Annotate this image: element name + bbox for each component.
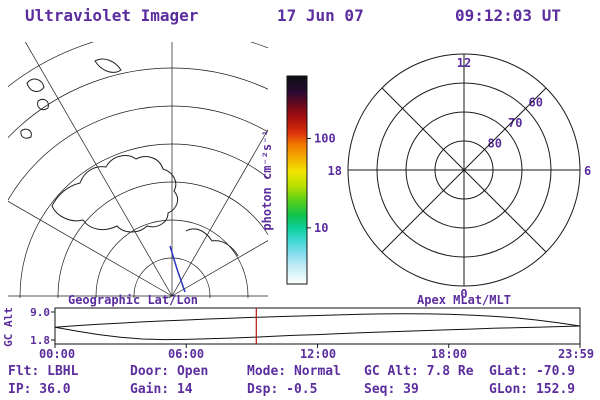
mlat-ring-label: 60	[529, 95, 543, 109]
instrument-title: Ultraviolet Imager	[25, 6, 198, 25]
xtick-2359: 23:59	[558, 347, 594, 361]
gc-alt-strip-chart: GC Alt 9.0 1.8 00:00 06:00 12:00 18:00 2…	[2, 306, 594, 361]
xtick-1200: 12:00	[300, 347, 336, 361]
meridian-line	[8, 200, 173, 297]
mlt-label-18: 18	[328, 164, 342, 178]
date-label: 17 Jun 07	[277, 6, 364, 25]
coastline	[185, 228, 239, 257]
xtick-0600: 06:00	[168, 347, 204, 361]
time-label: 09:12:03 UT	[455, 6, 561, 25]
colorbar-unit-label: photon cm⁻²s⁻¹	[260, 129, 274, 230]
apex-grid: 80 70 60	[347, 53, 581, 287]
mlat-ring-label: 70	[508, 116, 522, 130]
coastline	[94, 58, 122, 73]
meridian-line	[24, 42, 173, 297]
status-bar: Flt: LBHL Door: Open Mode: Normal GC Alt…	[8, 364, 575, 397]
altitude-envelope-curve	[54, 313, 581, 341]
mlat-ring-label: 80	[488, 136, 502, 150]
coastline	[20, 128, 32, 139]
lat-lon-grid	[8, 42, 268, 298]
coastline	[26, 78, 45, 92]
mlt-label-12: 12	[457, 56, 471, 70]
ytick-1-8: 1.8	[30, 334, 50, 347]
status-glon: GLon: 152.9	[489, 382, 575, 397]
xtick-1800: 18:00	[431, 347, 467, 361]
status-dsp: Dsp: -0.5	[247, 382, 317, 397]
apex-polar-plot: 80 70 60 12 18 6 0	[328, 53, 591, 301]
ytick-9: 9.0	[30, 306, 50, 319]
mlt-label-6: 6	[584, 164, 591, 178]
apex-plot-caption: Apex MLat/MLT	[417, 293, 511, 307]
xtick-0000: 00:00	[39, 347, 75, 361]
colorbar-tick-label: 10	[314, 221, 328, 235]
status-gain: Gain: 14	[130, 382, 193, 397]
status-seq: Seq: 39	[364, 382, 419, 397]
coastline	[51, 155, 179, 233]
colorbar-tick-label: 100	[314, 131, 336, 145]
status-ip: IP: 36.0	[8, 382, 71, 397]
title-bar: Ultraviolet Imager 17 Jun 07 09:12:03 UT	[25, 6, 561, 25]
mlt-spoke	[381, 87, 547, 253]
status-gc-alt: GC Alt: 7.8 Re	[364, 364, 474, 379]
colorbar-ticks	[307, 137, 311, 229]
meridian-line	[171, 129, 268, 297]
colorbar: 100 10 photon cm⁻²s⁻¹	[260, 75, 336, 285]
coastlines	[20, 58, 239, 257]
strip-y-axis-label: GC Alt	[2, 307, 15, 347]
meridian-line	[171, 240, 268, 297]
status-glat: GLat: -70.9	[489, 364, 575, 379]
status-flt: Flt: LBHL	[8, 364, 79, 379]
coastline	[37, 98, 49, 111]
geo-map-caption: Geographic Lat/Lon	[68, 293, 198, 307]
orbit-track	[169, 245, 186, 293]
status-mode: Mode: Normal	[247, 364, 341, 379]
status-door: Door: Open	[130, 364, 208, 379]
colorbar-bar	[286, 75, 308, 285]
strip-axis-ticks	[51, 311, 581, 348]
mlt-label-0: 0	[460, 287, 467, 301]
geographic-map	[8, 42, 268, 298]
